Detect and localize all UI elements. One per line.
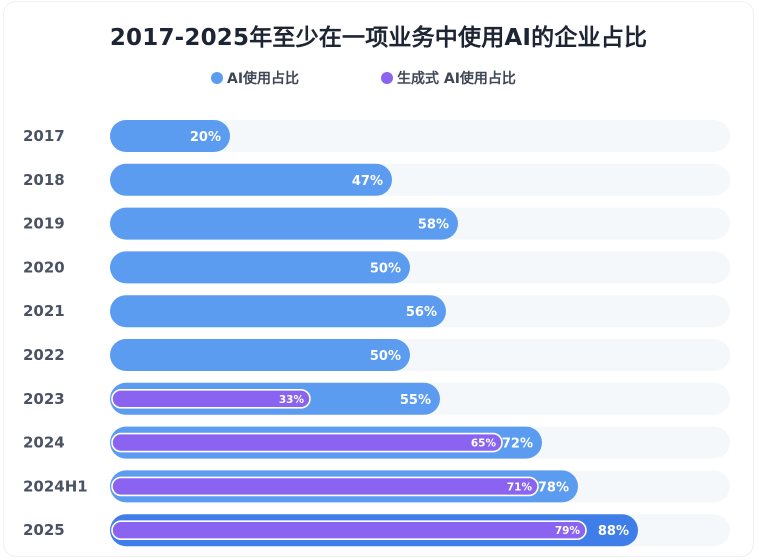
category-label: 2018 [23,171,65,189]
data-label-genai: 79% [555,525,581,537]
bar-track [110,120,730,152]
bar-ai [110,295,446,328]
bar-genai [111,388,311,409]
data-label-ai: 58% [418,218,449,233]
category-label: 2024 [23,434,65,452]
data-label-ai: 55% [400,393,431,408]
data-label-ai: 20% [190,130,221,145]
legend-item-genai: 生成式 AI使用占比 [381,68,516,88]
category-label: 2025 [23,521,65,539]
chart-title: 2017-2025年至少在一项业务中使用AI的企业占比 [109,25,648,51]
data-label-ai: 78% [538,480,569,495]
data-label-ai: 50% [370,349,401,364]
chart-legend: AI使用占比 生成式 AI使用占比 [4,68,753,88]
data-label-genai: 33% [279,394,305,406]
bar-ai [110,251,410,284]
category-label: 2017 [23,127,65,145]
category-label: 2022 [23,346,65,364]
bar-ai [110,207,458,240]
legend-label-ai: AI使用占比 [227,71,300,87]
legend-label-genai: 生成式 AI使用占比 [397,71,516,87]
legend-item-ai: AI使用占比 [211,68,299,88]
category-label: 2024H1 [23,477,88,495]
category-label: 2019 [23,215,65,233]
bar-genai [111,476,539,497]
data-label-ai: 88% [598,524,629,539]
category-label: 2023 [23,390,65,408]
category-label: 2020 [23,258,65,276]
bar-ai [110,120,230,152]
data-label-ai: 56% [406,305,437,320]
bar-ai [110,163,392,196]
legend-swatch-genai [381,72,393,84]
legend-swatch-ai [211,72,223,84]
data-label-ai: 47% [352,174,383,189]
data-label-genai: 65% [471,438,497,450]
bar-ai [110,339,410,371]
data-label-genai: 71% [507,481,533,493]
category-label: 2021 [23,302,65,320]
data-label-ai: 72% [502,437,533,452]
bar-genai [111,432,503,453]
data-label-ai: 50% [370,261,401,276]
bar-genai [111,520,587,541]
